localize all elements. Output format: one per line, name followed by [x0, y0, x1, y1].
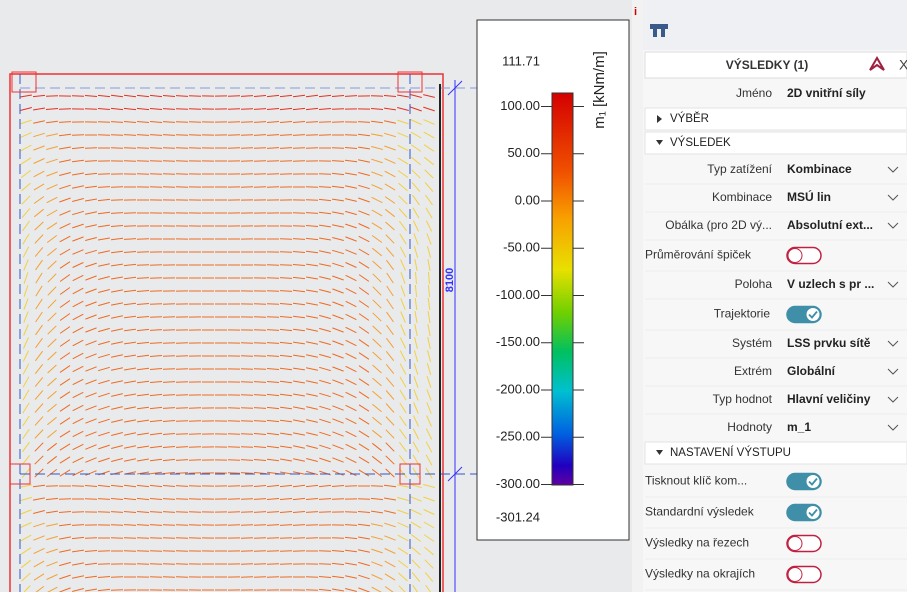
row-label: Trajektorie	[714, 307, 771, 321]
row-value: Kombinace	[787, 162, 852, 176]
row-label: Kombinace	[712, 190, 772, 204]
row-value: MSÚ lin	[787, 189, 831, 204]
row-label: Výsledky na okrajích	[645, 567, 755, 581]
row-label: Obálka (pro 2D vý...	[665, 218, 772, 232]
dimension-label: 8100	[444, 268, 456, 292]
properties-panel	[643, 0, 907, 592]
row-value: 2D vnitřní síly	[787, 86, 866, 100]
row-label: Průměrování špiček	[645, 248, 752, 262]
row-value: Globální	[787, 364, 836, 378]
legend-tick-label: -150.00	[496, 334, 540, 349]
row-label: Typ zatížení	[707, 162, 772, 176]
panel-title: VÝSLEDKY (1)	[726, 57, 808, 72]
legend-tick-label: -100.00	[496, 287, 540, 302]
row-value: Hlavní veličiny	[787, 392, 871, 406]
section-title: VÝBĚR	[670, 112, 709, 125]
toggle-knob[interactable]	[788, 568, 802, 582]
legend-tick-label: -300.00	[496, 476, 540, 491]
row-value: Absolutní ext...	[787, 218, 873, 232]
legend-tick-label: -250.00	[496, 429, 540, 444]
row-label: Jméno	[736, 86, 772, 100]
panel-toolbar	[643, 0, 907, 50]
toggle-knob[interactable]	[807, 476, 819, 488]
toggle-knob[interactable]	[788, 249, 802, 263]
legend-tick-label: 0.00	[515, 192, 540, 207]
section-title: NASTAVENÍ VÝSTUPU	[670, 446, 791, 459]
row-label: Standardní výsledek	[645, 505, 755, 519]
legend-tick-label: -50.00	[503, 240, 540, 255]
row-label: Extrém	[734, 364, 772, 378]
info-icon[interactable]: i	[634, 6, 637, 18]
legend-tick-label: 50.00	[507, 145, 540, 160]
legend: m₁ [kNm/m] 111.71 -301.24 100.00 50.00 0.0…	[477, 20, 629, 540]
row-value: LSS prvku sítě	[787, 336, 871, 350]
toggle-knob[interactable]	[788, 537, 802, 551]
row-value: V uzlech s pr ...	[787, 277, 874, 291]
color-bar	[552, 93, 573, 485]
toggle-knob[interactable]	[807, 309, 819, 321]
row-label: Tisknout klíč kom...	[645, 474, 747, 488]
close-icon[interactable]: X	[899, 57, 907, 73]
row-label: Poloha	[735, 277, 773, 291]
splitter[interactable]	[632, 0, 643, 592]
row-label: Typ hodnot	[713, 392, 773, 406]
row-label: Systém	[732, 336, 772, 350]
legend-min: -301.24	[496, 509, 540, 524]
row-value: m_1	[787, 420, 811, 434]
legend-title: m₁ [kNm/m]	[591, 51, 608, 129]
section-title: VÝSLEDEK	[670, 136, 731, 149]
legend-tick-label: 100.00	[500, 98, 540, 113]
legend-tick-label: -200.00	[496, 381, 540, 396]
legend-max: 111.71	[502, 53, 540, 68]
row-label: Výsledky na řezech	[645, 536, 749, 550]
screen: 5 4 8100 m₁ [kNm/m] 111.71 -301.24 100.0…	[0, 0, 907, 592]
row-label: Hodnoty	[727, 420, 772, 434]
toggle-knob[interactable]	[807, 507, 819, 519]
